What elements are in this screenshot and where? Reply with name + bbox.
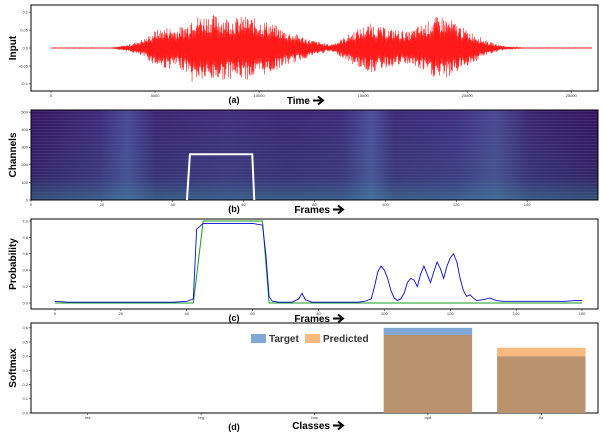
- panel-d-xtick-label: fla: [539, 415, 544, 420]
- panel-c-ytick-label: 0.2: [22, 284, 28, 289]
- spectrogram-low-band: [31, 110, 598, 200]
- target-bar: [383, 327, 473, 335]
- legend-predicted-swatch: [305, 334, 320, 343]
- panel-a-xtick-label: 5000: [151, 93, 161, 98]
- panel-c-caption: (c): [229, 313, 240, 323]
- panel-b-xtick-label: 140: [524, 202, 531, 207]
- panel-b-ylabel: Channels: [8, 132, 19, 177]
- panel-d-xtick-label: res: [85, 415, 91, 420]
- panel-c-xtick-label: 20: [119, 311, 124, 316]
- panel-c-xtick-label: 40: [185, 311, 190, 316]
- panel-b-xtick-label: 0: [30, 202, 33, 207]
- panel-d-ytick-label: 0.0: [22, 410, 28, 415]
- panel-c-ylabel: Probability: [8, 238, 19, 290]
- panel-a-caption: (a): [229, 95, 240, 105]
- blue-series-line: [54, 223, 582, 303]
- panel-b-xtick-label: 100: [382, 202, 389, 207]
- panel-c-xtick-label: 140: [513, 311, 520, 316]
- panel-b-xtick-label: 40: [171, 202, 176, 207]
- attention-window-box: [185, 153, 256, 201]
- panel-b-ytick-label: 0: [26, 197, 29, 202]
- overlap-bar: [383, 334, 473, 413]
- legend-target-swatch: [251, 334, 266, 343]
- panel-b-xtick-label: 80: [312, 202, 317, 207]
- panel-c-ytick-label: 0.4: [22, 268, 28, 273]
- panel-d-caption: (d): [228, 422, 240, 432]
- panel-d-ytick-label: 0.2: [22, 382, 28, 387]
- legend-target-label: Target: [269, 334, 299, 345]
- panel-a-xtick-label: 15000: [358, 93, 370, 98]
- panel-d-ytick-label: 0.5: [22, 339, 28, 344]
- panel-c: 0.0 0.2 0.4 0.6 0.8 1.0 0 20 40 60 80 100 120 140 160…: [8, 218, 599, 325]
- panel-b-caption: (b): [228, 204, 240, 214]
- panel-d-xlabel: Classes: [292, 421, 330, 432]
- panel-c-ytick-label: 0.8: [22, 235, 28, 240]
- panel-d-ytick-label: 0.4: [22, 354, 28, 359]
- waveform-line: [50, 15, 593, 82]
- panel-b-xtick-label: 20: [100, 202, 105, 207]
- overlap-bar: [497, 356, 586, 413]
- panel-d-xtick-label: reg: [198, 415, 204, 420]
- arrow-right-icon: [333, 204, 345, 215]
- panel-b-ytick-label: 400: [21, 127, 28, 132]
- predicted-bar: [497, 347, 586, 357]
- panel-b: 0 100 200 300 400 500 0 20 40 60 80 100 120 140 Chan…: [8, 109, 599, 216]
- panel-c-ytick-label: 0.0: [22, 300, 28, 305]
- panel-a-xlabel: Time: [287, 96, 311, 107]
- panel-b-ytick-label: 300: [21, 145, 28, 150]
- panel-d: 0.0 0.1 0.2 0.3 0.4 0.5 0.6 res reg hac opd fla Ta…: [8, 322, 599, 432]
- panel-c-xtick-label: 60: [250, 311, 255, 316]
- legend-predicted-label: Predicted: [323, 334, 369, 345]
- panel-a-xtick-label: 20000: [462, 93, 474, 98]
- panel-c-xtick-label: 120: [447, 311, 454, 316]
- panel-a-ylabel: Input: [8, 35, 19, 60]
- arrow-right-icon: [333, 313, 345, 324]
- panel-d-xtick-label: hac: [311, 415, 317, 420]
- arrow-right-icon: [333, 420, 345, 431]
- panel-c-frame: [30, 218, 599, 310]
- panel-c-xlabel: Frames: [294, 314, 330, 325]
- panel-a-xtick-label: 10000: [254, 93, 266, 98]
- panel-c-ytick-label: 1.0: [22, 218, 28, 223]
- legend: Target Predicted: [251, 334, 369, 345]
- panel-b-xtick-label: 60: [241, 202, 246, 207]
- panel-d-ytick-label: 0.6: [22, 325, 28, 330]
- panel-c-ytick-label: 0.6: [22, 251, 28, 256]
- panel-c-xtick-label: 80: [316, 311, 321, 316]
- panel-b-ytick-label: 500: [21, 110, 28, 115]
- panel-c-xtick-label: 100: [381, 311, 388, 316]
- panel-d-ylabel: Softmax: [8, 348, 19, 388]
- panel-a-xtick-label: 25000: [566, 93, 578, 98]
- panel-b-xlabel: Frames: [294, 205, 330, 216]
- panel-b-ytick-label: 100: [21, 180, 28, 185]
- panel-a-ytick-label: -0.1: [21, 81, 29, 86]
- green-series-line: [55, 220, 582, 304]
- panel-b-xtick-label: 120: [453, 202, 460, 207]
- panel-c-xtick-label: 160: [579, 311, 586, 316]
- panel-d-xtick-label: opd: [425, 415, 432, 420]
- arrow-right-icon: [313, 95, 325, 106]
- panel-c-xtick-label: 0: [54, 311, 57, 316]
- panel-b-ytick-label: 200: [21, 162, 28, 167]
- panel-a-ytick-label: 0.05: [20, 27, 29, 32]
- panel-a-ytick-label: 0.0: [22, 45, 28, 50]
- panel-a: -0.1 -0.05 0.0 0.05 0.1 0 5000 10000 15000 20000…: [8, 4, 599, 107]
- panel-d-ytick-label: 0.3: [22, 368, 28, 373]
- panel-a-ytick-label: 0.1: [22, 10, 28, 15]
- panel-a-xtick-label: 0: [50, 93, 53, 98]
- panel-a-ytick-label: -0.05: [19, 63, 29, 68]
- panel-d-ytick-label: 0.1: [22, 396, 28, 401]
